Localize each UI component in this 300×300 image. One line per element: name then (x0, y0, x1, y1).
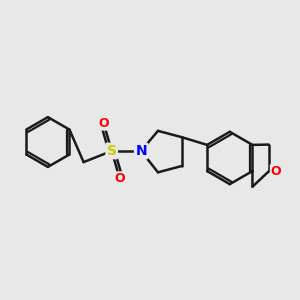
Text: O: O (98, 117, 109, 130)
Text: O: O (114, 172, 125, 185)
Text: N: N (135, 144, 147, 158)
Text: O: O (270, 165, 281, 178)
Text: S: S (107, 144, 117, 158)
